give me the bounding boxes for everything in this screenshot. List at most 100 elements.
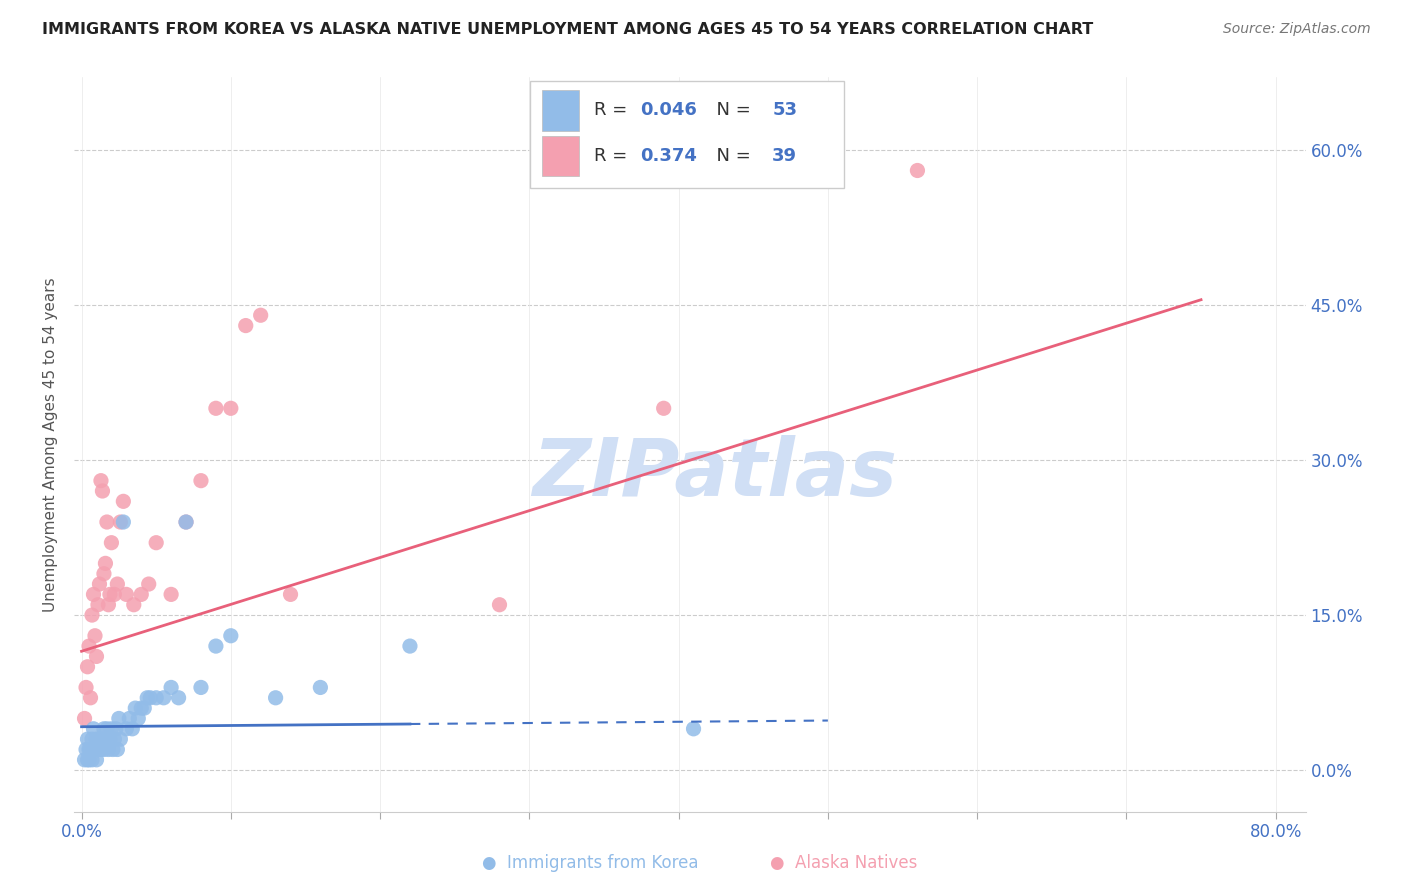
Point [205,401,228,416]
Point [94,557,117,571]
Point [190,474,212,488]
Point [264,690,287,705]
Point [93,742,115,756]
Point [105,577,128,591]
Point [205,639,228,653]
Point [160,587,183,601]
Point [174,515,197,529]
Text: Source: ZipAtlas.com: Source: ZipAtlas.com [1223,22,1371,37]
Point [127,711,149,725]
Text: N =: N = [704,102,756,120]
Text: 0.046: 0.046 [641,102,697,120]
FancyBboxPatch shape [530,81,844,187]
Point [235,318,257,333]
Point [145,535,167,549]
Point [110,515,132,529]
Point [80,608,103,623]
Point [280,587,302,601]
Point [103,587,125,601]
Point [87,598,110,612]
Point [98,732,121,747]
Point [121,722,143,736]
Point [139,690,162,705]
Point [907,163,929,178]
Point [115,722,138,736]
Point [79,742,101,756]
Point [90,742,112,756]
Point [93,566,115,581]
Point [682,722,704,736]
Point [91,483,114,498]
Point [73,711,96,725]
Point [115,587,138,601]
Point [104,722,127,736]
Point [96,515,118,529]
Point [75,742,97,756]
Point [91,732,114,747]
Point [124,701,146,715]
Text: R =: R = [593,147,633,165]
Text: ZIPatlas: ZIPatlas [531,434,897,513]
Point [174,515,197,529]
Point [86,732,108,747]
Point [167,690,190,705]
Point [98,587,121,601]
Point [76,732,98,747]
Text: R =: R = [593,102,633,120]
Point [75,681,97,695]
Text: N =: N = [704,147,756,165]
Point [87,742,110,756]
Text: 0.374: 0.374 [641,147,697,165]
FancyBboxPatch shape [543,136,579,177]
Point [152,690,174,705]
Point [103,732,125,747]
Point [77,753,100,767]
Point [219,629,242,643]
Point [80,753,103,767]
Point [94,732,117,747]
Point [76,753,98,767]
Point [138,577,160,591]
Point [219,401,242,416]
Point [101,742,124,756]
Point [82,587,104,601]
Point [136,690,159,705]
Point [97,598,120,612]
Point [190,681,212,695]
Text: IMMIGRANTS FROM KOREA VS ALASKA NATIVE UNEMPLOYMENT AMONG AGES 45 TO 54 YEARS CO: IMMIGRANTS FROM KOREA VS ALASKA NATIVE U… [42,22,1094,37]
Point [145,690,167,705]
Point [73,753,96,767]
Point [160,681,183,695]
Point [110,732,132,747]
Point [249,308,271,322]
Point [309,681,332,695]
Point [89,732,111,747]
Point [79,690,101,705]
Point [84,742,107,756]
Point [80,732,103,747]
Point [96,722,118,736]
Point [100,535,122,549]
Point [105,742,128,756]
Point [100,722,122,736]
Point [108,711,131,725]
Point [76,659,98,673]
Point [90,474,112,488]
Point [122,598,145,612]
Point [652,401,675,416]
FancyBboxPatch shape [543,90,579,130]
Point [112,515,135,529]
Text: ●  Immigrants from Korea: ● Immigrants from Korea [482,855,699,872]
Point [86,649,108,664]
Point [129,587,152,601]
Point [134,701,156,715]
Point [93,722,115,736]
Point [86,753,108,767]
Text: 39: 39 [772,147,797,165]
Point [82,722,104,736]
Y-axis label: Unemployment Among Ages 45 to 54 years: Unemployment Among Ages 45 to 54 years [44,277,58,612]
Point [488,598,510,612]
Point [399,639,422,653]
Point [112,494,135,508]
Point [82,742,104,756]
